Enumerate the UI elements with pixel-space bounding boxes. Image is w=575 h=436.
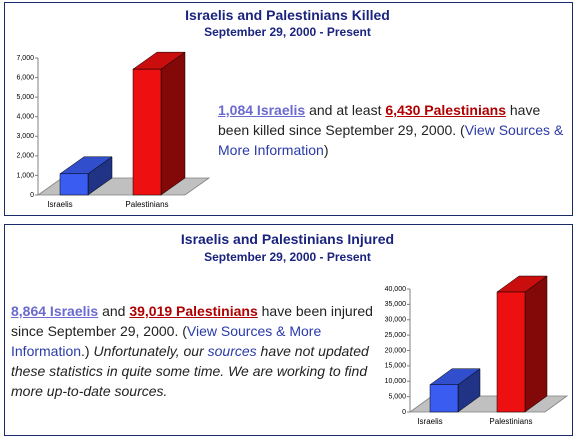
y-tick-label: 3,000 bbox=[16, 133, 34, 140]
y-tick-label: 4,000 bbox=[16, 114, 34, 121]
x-tick-label: Israelis bbox=[417, 417, 442, 426]
x-tick-label: Palestinians bbox=[125, 200, 168, 209]
link[interactable]: View Sources & More Information bbox=[218, 122, 564, 158]
y-tick-label: 2,000 bbox=[16, 153, 34, 160]
y-tick-label: 5,000 bbox=[388, 393, 406, 400]
link[interactable]: 1,084 Israelis bbox=[218, 102, 306, 118]
chart-title: Israelis and Palestinians Killed bbox=[185, 7, 390, 23]
killed-text: 1,084 Israelis and at least 6,430 Palest… bbox=[218, 100, 573, 160]
killed-panel bbox=[4, 2, 573, 216]
y-tick-label: 0 bbox=[402, 409, 406, 416]
chart-subtitle: September 29, 2000 - Present bbox=[204, 25, 371, 39]
bar bbox=[429, 384, 459, 413]
bar bbox=[132, 68, 162, 196]
y-tick-label: 6,000 bbox=[16, 74, 34, 81]
y-tick-label: 7,000 bbox=[16, 55, 34, 62]
chart-subtitle: September 29, 2000 - Present bbox=[204, 250, 371, 264]
text: have been killed since September 29, 200… bbox=[218, 102, 541, 138]
bar-side bbox=[524, 275, 548, 413]
link[interactable]: sources bbox=[207, 343, 257, 359]
link[interactable]: View Sources & More Information bbox=[11, 323, 322, 359]
text: and bbox=[98, 303, 130, 319]
y-tick-label: 1,000 bbox=[16, 172, 34, 179]
x-tick-label: Israelis bbox=[47, 200, 72, 209]
y-tick-label: 5,000 bbox=[16, 94, 34, 101]
y-tick-label: 35,000 bbox=[385, 301, 407, 308]
y-tick-label: 0 bbox=[30, 192, 34, 199]
link[interactable]: 39,019 Palestinians bbox=[129, 303, 258, 319]
chart-title: Israelis and Palestinians Injured bbox=[180, 231, 395, 247]
bar bbox=[496, 291, 526, 413]
text: and at least bbox=[305, 102, 386, 118]
text: have not updated these statistics in qui… bbox=[11, 343, 369, 399]
y-tick-label: 25,000 bbox=[385, 332, 407, 339]
y-tick-label: 20,000 bbox=[385, 347, 407, 354]
bar bbox=[59, 173, 89, 196]
x-tick-label: Palestinians bbox=[489, 417, 532, 426]
y-tick-label: 10,000 bbox=[385, 378, 407, 385]
text: .) bbox=[81, 343, 94, 359]
bar-side bbox=[160, 51, 186, 196]
text: Unfortunately, our bbox=[93, 343, 208, 359]
y-tick-label: 40,000 bbox=[385, 286, 407, 293]
injured-text: 8,864 Israelis and 39,019 Palestinians h… bbox=[11, 301, 379, 401]
text: have been injured since September 29, 20… bbox=[11, 303, 373, 339]
y-tick-label: 15,000 bbox=[385, 363, 407, 370]
y-tick-label: 30,000 bbox=[385, 317, 407, 324]
text: ) bbox=[323, 142, 329, 158]
link[interactable]: 6,430 Palestinians bbox=[385, 102, 506, 118]
link[interactable]: 8,864 Israelis bbox=[11, 303, 99, 319]
